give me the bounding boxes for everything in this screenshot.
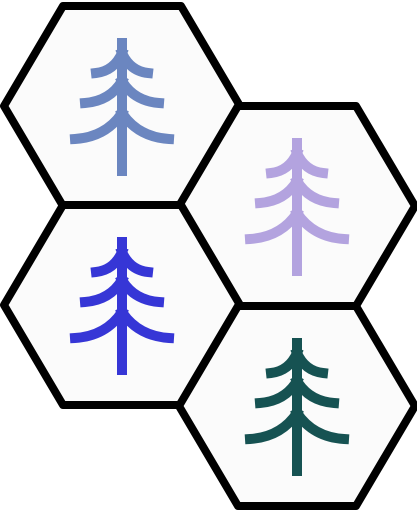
tree-icon-lavender <box>244 138 350 276</box>
tree-layer <box>69 38 350 476</box>
tree-icon-dark-teal <box>244 338 350 476</box>
tree-icon-slate-blue <box>69 38 175 176</box>
tree-icon-royal-blue <box>69 237 175 375</box>
